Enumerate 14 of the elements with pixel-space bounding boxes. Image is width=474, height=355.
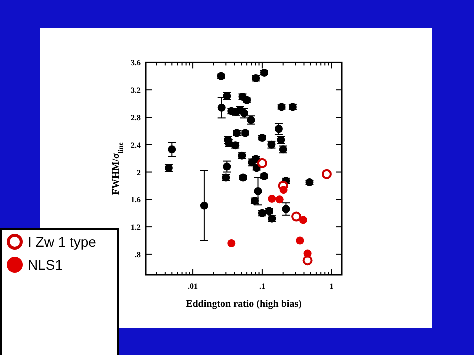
y-tick-label: 3.2 <box>131 86 141 96</box>
legend-label: NLS1 <box>28 257 64 273</box>
legend-label: I Zw 1 type <box>28 234 97 250</box>
y-tick-label: .8 <box>135 250 141 260</box>
y-tick-label: 2.4 <box>131 140 141 150</box>
x-tick-label: .1 <box>259 282 266 291</box>
y-tick-label: 1.6 <box>131 196 141 205</box>
y-tick-label: 3.6 <box>131 58 141 68</box>
x-tick-label: .01 <box>188 282 198 291</box>
y-tick-label: 2.8 <box>131 113 141 122</box>
x-axis-title: Eddington ratio (high bias) <box>186 299 302 310</box>
y-tick-label: 1.2 <box>131 223 141 232</box>
x-tick-label: 1 <box>330 282 334 291</box>
y-tick-label: 2 <box>137 168 141 178</box>
